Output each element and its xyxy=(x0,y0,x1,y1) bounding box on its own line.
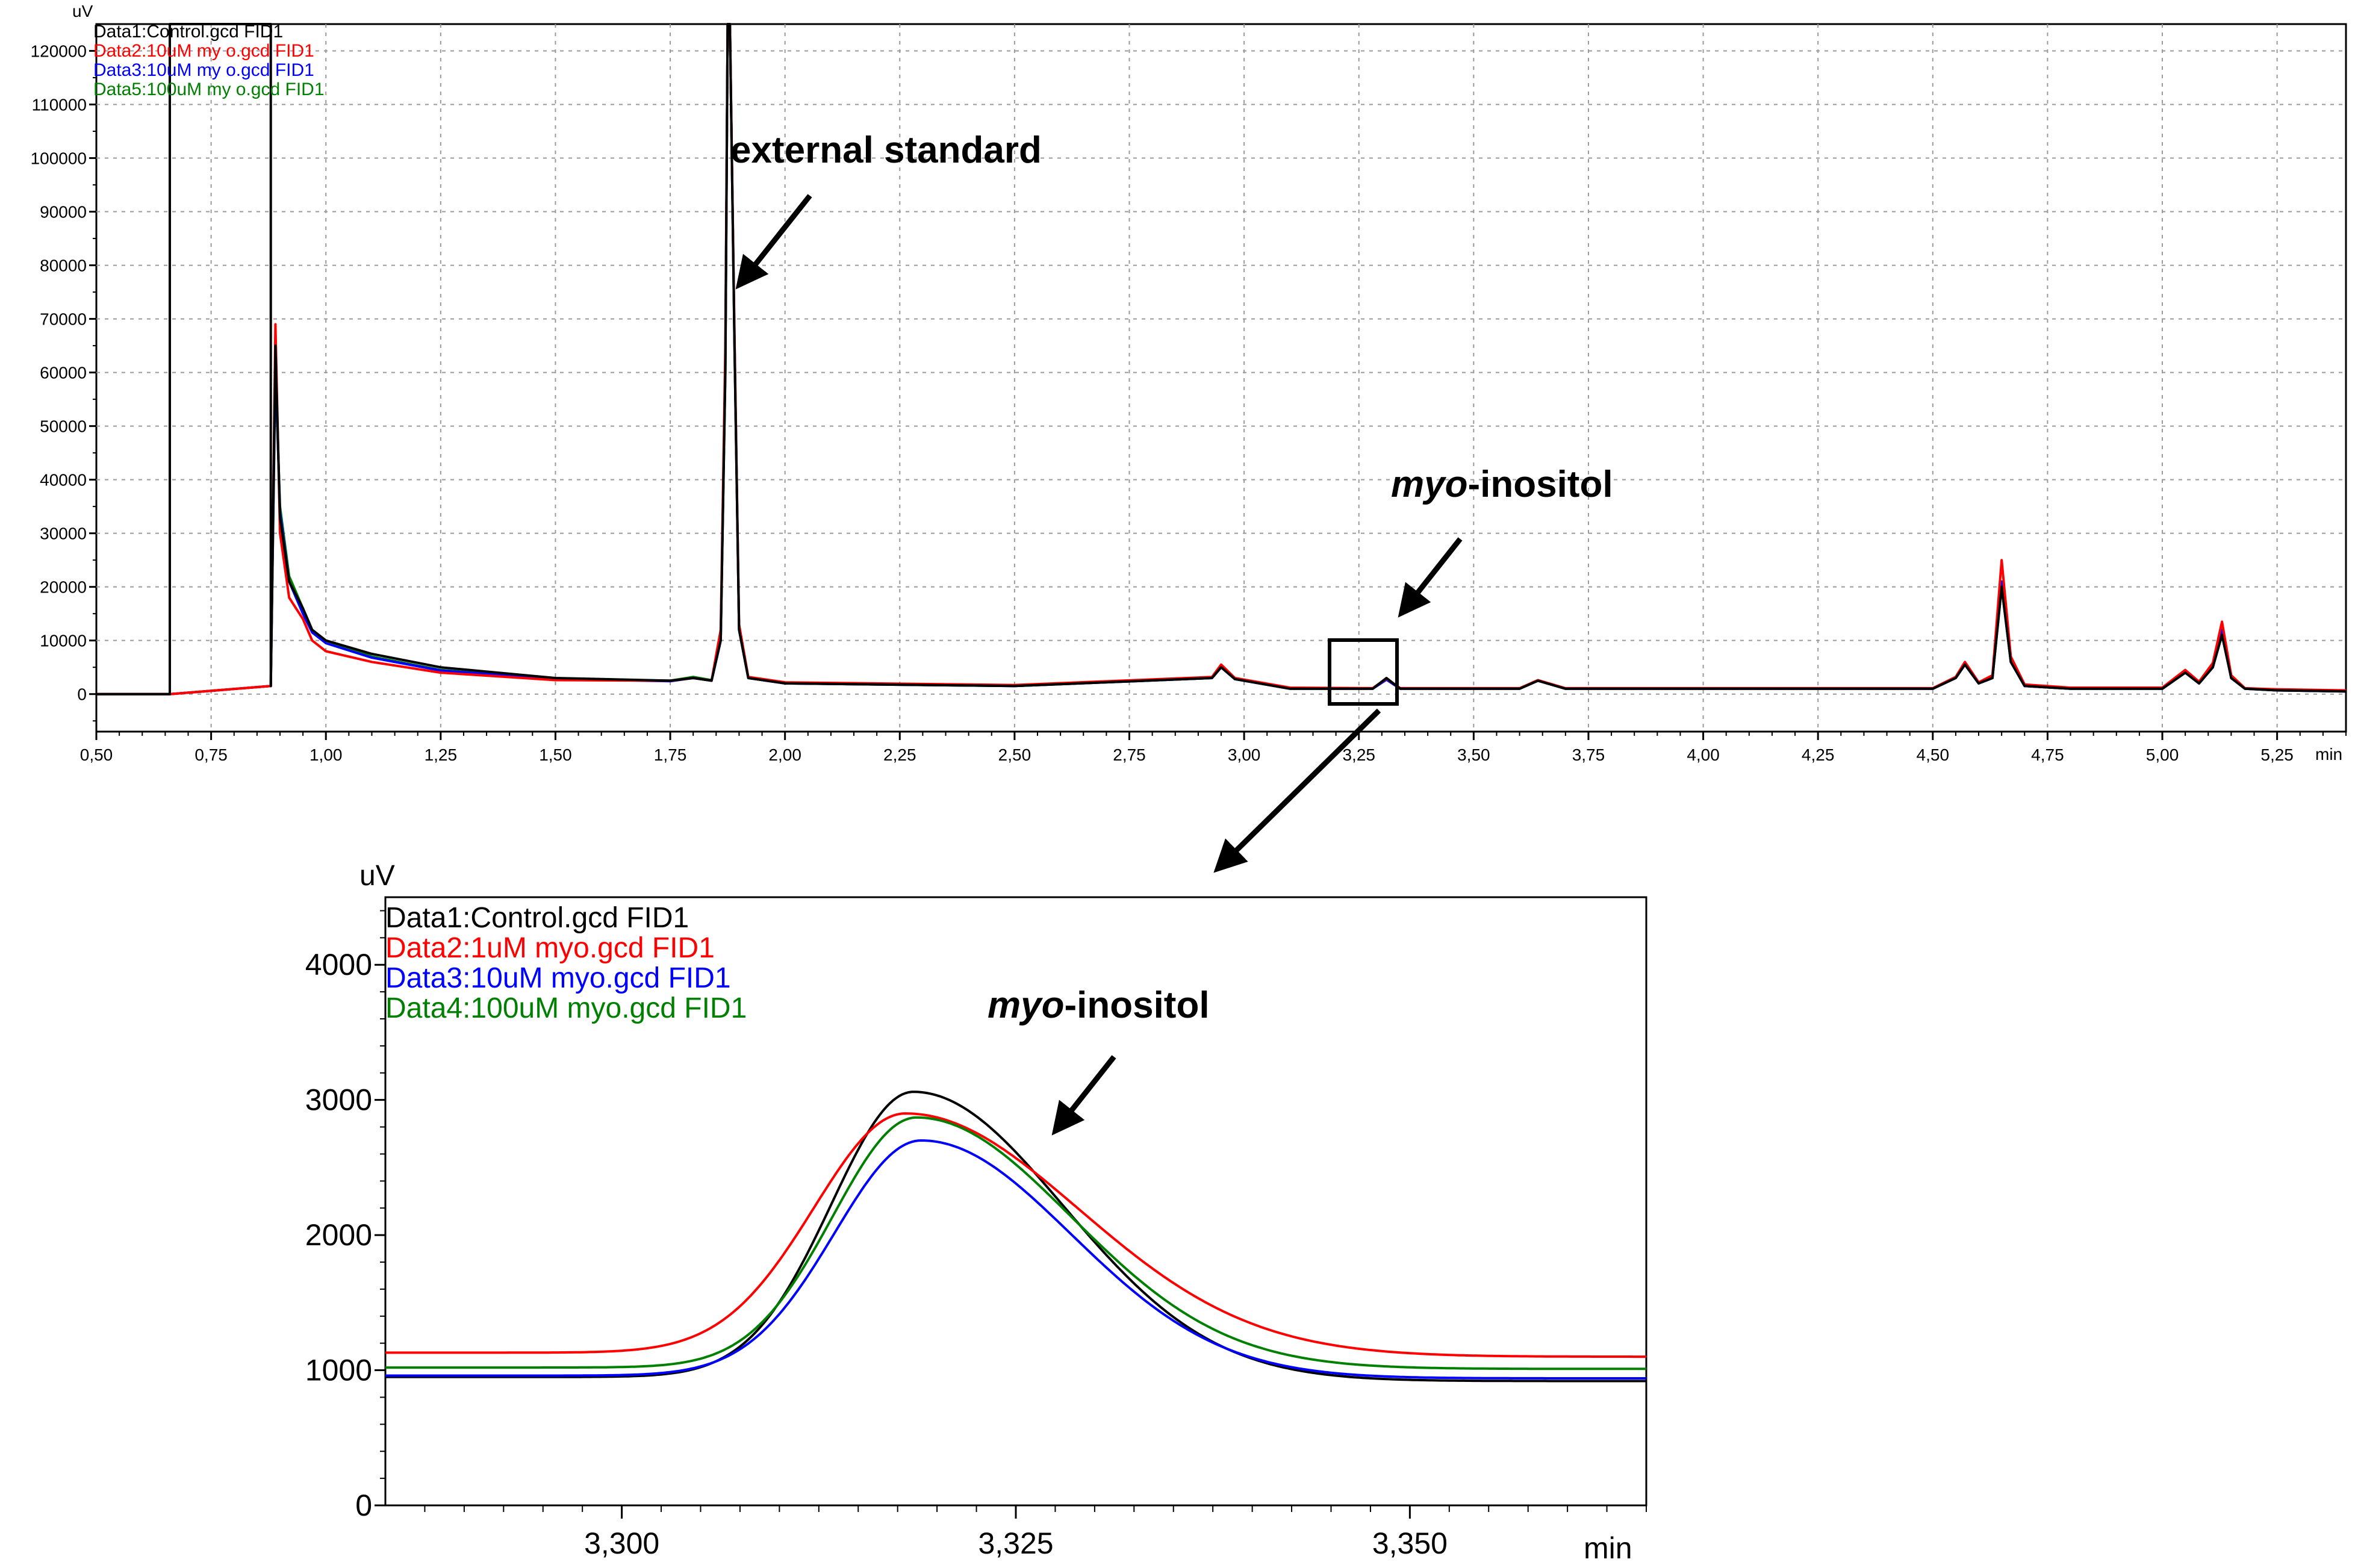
overview-series-data1 xyxy=(96,23,2347,695)
inositol-rest-zoom: -inositol xyxy=(1064,985,1209,1026)
zoom-series-data3 xyxy=(385,1139,1646,1380)
myo-italic-top: myo xyxy=(1391,464,1467,505)
zoom-legend-entry: Data1:Control.gcd FID1 xyxy=(385,902,689,934)
overview-x-tick-label: 3,75 xyxy=(1572,745,1605,764)
overview-legend-entry: Data3:10uM my o.gcd FID1 xyxy=(93,60,314,80)
overview-x-tick-label: 2,25 xyxy=(883,745,916,764)
overview-y-tick-label: 100000 xyxy=(31,149,87,168)
overview-y-tick-label: 70000 xyxy=(40,310,87,329)
overview-y-tick-label: 90000 xyxy=(40,203,87,222)
myo-inositol-arrow-top xyxy=(1398,537,1463,618)
zoom-y-axis: 0 1000 2000 3000 4000 xyxy=(305,910,385,1522)
inositol-rest-top: -inositol xyxy=(1467,464,1613,505)
zoom-y-unit: uV xyxy=(359,860,395,892)
zoom-legend-entry: Data3:10uM myo.gcd FID1 xyxy=(385,962,731,994)
zoom-y-tick-label: 1000 xyxy=(305,1354,372,1387)
overview-x-tick-label: 4,50 xyxy=(1917,745,1950,764)
overview-x-tick-label: 4,75 xyxy=(2031,745,2064,764)
overview-x-tick-label: 0,75 xyxy=(194,745,228,764)
external-standard-label: external standard xyxy=(730,129,1042,171)
zoom-x-tick-label: 3,350 xyxy=(1372,1526,1448,1560)
zoom-y-tick-label: 4000 xyxy=(305,948,372,982)
overview-grid xyxy=(96,24,2346,732)
overview-chromatogram: 0 10000 20000 30000 40000 50000 60000 70000 8000… xyxy=(31,2,2347,764)
overview-x-tick-label: 1,00 xyxy=(310,745,343,764)
zoom-legend-entry: Data4:100uM myo.gcd FID1 xyxy=(385,992,747,1024)
zoom-plot-frame xyxy=(384,896,1647,1507)
zoom-connector-arrow xyxy=(1213,708,1381,873)
zoom-series-data4 xyxy=(385,1116,1646,1370)
zoom-x-tick-label: 3,300 xyxy=(584,1526,659,1560)
zoom-series xyxy=(385,1090,1646,1383)
overview-x-tick-label: 2,00 xyxy=(768,745,801,764)
overview-x-tick-label: 5,00 xyxy=(2146,745,2179,764)
overview-y-tick-label: 110000 xyxy=(32,96,87,114)
overview-x-tick-label: 1,50 xyxy=(539,745,572,764)
overview-y-tick-label: 120000 xyxy=(31,42,87,61)
myo-inositol-arrow-zoom xyxy=(1051,1055,1116,1136)
overview-plot-frame xyxy=(95,23,2347,733)
overview-x-tick-label: 0,50 xyxy=(80,745,113,764)
overview-y-tick-label: 30000 xyxy=(40,524,87,543)
overview-y-tick-label: 10000 xyxy=(40,632,87,650)
myo-inositol-label-top: myo-inositol xyxy=(1391,464,1613,505)
zoom-y-tick-label: 3000 xyxy=(305,1083,372,1117)
overview-x-tick-label: 2,50 xyxy=(998,745,1031,764)
overview-y-tick-label: 20000 xyxy=(40,578,87,597)
external-standard-arrow xyxy=(735,194,812,290)
overview-x-tick-label: 3,25 xyxy=(1342,745,1375,764)
zoom-chromatogram: 0 1000 2000 3000 4000 3,300 3,325 3,350 uV min… xyxy=(305,860,1647,1565)
zoom-series-data2 xyxy=(385,1112,1646,1358)
overview-x-unit: min xyxy=(2315,745,2342,764)
overview-x-tick-label: 1,75 xyxy=(654,745,687,764)
myo-italic-zoom: myo xyxy=(988,985,1064,1026)
zoom-legend-entry: Data2:1uM myo.gcd FID1 xyxy=(385,932,715,964)
overview-x-tick-label: 1,25 xyxy=(425,745,458,764)
overview-x-tick-label: 4,00 xyxy=(1687,745,1720,764)
overview-series xyxy=(96,23,2347,695)
overview-x-tick-label: 3,50 xyxy=(1457,745,1490,764)
overview-legend-entry: Data5:100uM my o.gcd FID1 xyxy=(93,79,325,99)
overview-legend-entry: Data1:Control.gcd FID1 xyxy=(93,22,283,42)
overview-legend-entry: Data2:10uM my o.gcd FID1 xyxy=(93,41,314,61)
overview-y-tick-label: 60000 xyxy=(40,364,87,382)
myo-inositol-label-zoom: myo-inositol xyxy=(988,985,1210,1026)
zoom-x-unit: min xyxy=(1584,1531,1632,1565)
overview-y-tick-label: 50000 xyxy=(40,417,87,436)
overview-y-tick-label: 0 xyxy=(77,685,87,704)
overview-x-tick-label: 3,00 xyxy=(1228,745,1261,764)
zoom-y-tick-label: 2000 xyxy=(305,1218,372,1252)
zoom-region-box xyxy=(1328,638,1399,706)
zoom-x-axis: 3,300 3,325 3,350 xyxy=(424,1505,1647,1560)
overview-y-tick-label: 40000 xyxy=(40,471,87,490)
zoom-y-tick-label: 0 xyxy=(355,1489,372,1522)
overview-y-axis: 0 10000 20000 30000 40000 50000 60000 70000 8000… xyxy=(31,42,96,722)
overview-x-axis: 0,50 0,75 1,00 1,25 1,50 1,75 2,00 2,25 2,50 2,75… xyxy=(80,732,2347,764)
overview-x-tick-label: 2,75 xyxy=(1113,745,1146,764)
overview-y-unit: uV xyxy=(72,2,93,20)
zoom-x-tick-label: 3,325 xyxy=(978,1526,1053,1560)
overview-x-tick-label: 5,25 xyxy=(2260,745,2294,764)
overview-y-tick-label: 80000 xyxy=(40,257,87,275)
zoom-series-data1 xyxy=(385,1090,1646,1383)
overview-x-tick-label: 4,25 xyxy=(1802,745,1835,764)
